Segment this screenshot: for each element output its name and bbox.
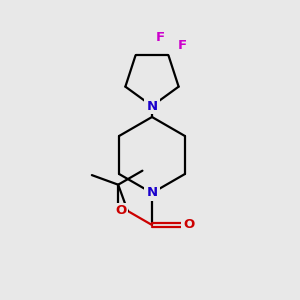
Text: F: F: [178, 39, 187, 52]
Text: N: N: [146, 187, 158, 200]
Text: F: F: [156, 31, 165, 44]
Text: O: O: [115, 205, 126, 218]
Text: O: O: [183, 218, 195, 232]
Text: N: N: [146, 100, 158, 112]
